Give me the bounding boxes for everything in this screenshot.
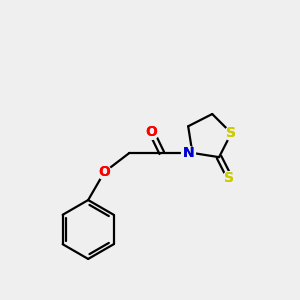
Text: N: N [182, 146, 194, 160]
Text: N: N [182, 146, 194, 160]
Text: O: O [98, 165, 110, 179]
Text: O: O [146, 125, 158, 139]
Text: S: S [224, 171, 235, 184]
Text: S: S [224, 171, 235, 184]
Text: S: S [226, 126, 236, 140]
Text: O: O [146, 125, 158, 139]
Text: O: O [98, 165, 110, 179]
Text: S: S [226, 126, 236, 140]
